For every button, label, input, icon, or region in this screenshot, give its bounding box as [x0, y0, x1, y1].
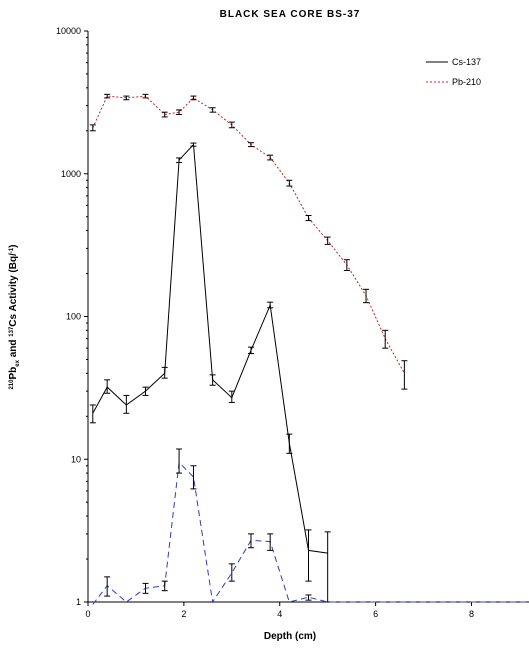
y-tick-label: 10	[71, 454, 81, 464]
series-line	[92, 461, 529, 605]
error-bar	[209, 107, 216, 113]
y-axis-title-part: Cs Activity (Bq/	[8, 253, 19, 327]
error-bar	[382, 329, 389, 349]
series-pb-210	[89, 93, 408, 390]
chart-title: BLACK SEA CORE BS-37	[220, 9, 361, 20]
x-axis-title: Depth (cm)	[264, 631, 316, 642]
error-bar	[401, 360, 408, 390]
y-axis-title: 210Pbex and 137Cs Activity (Bq/-1)	[8, 244, 21, 389]
legend: Cs-137 Pb-210	[426, 57, 481, 87]
error-bar	[190, 95, 197, 101]
error-bar	[343, 259, 350, 272]
series-line	[92, 143, 328, 554]
error-bar	[286, 179, 293, 187]
error-bar	[104, 93, 111, 99]
error-bar	[247, 533, 254, 549]
legend-item: Cs-137	[426, 57, 481, 67]
error-bar	[89, 404, 96, 424]
error-bar	[190, 465, 197, 490]
legend-item: Pb-210	[426, 77, 481, 87]
y-axis-title-part: and	[8, 337, 19, 360]
error-bar	[123, 95, 130, 101]
error-bar	[104, 576, 111, 597]
y-tick-label: 1000	[61, 169, 81, 179]
error-bar	[161, 580, 168, 592]
error-bar	[286, 433, 293, 454]
error-bar	[161, 366, 168, 379]
series-layer	[89, 93, 529, 605]
y-tick-label: 1	[76, 597, 81, 607]
error-bar	[176, 109, 183, 116]
error-bar	[142, 386, 149, 396]
error-bar	[123, 394, 130, 414]
error-bar	[228, 390, 235, 403]
series-line	[92, 95, 405, 374]
error-bar	[209, 374, 216, 386]
legend-label: Cs-137	[452, 57, 481, 67]
error-bar	[176, 448, 183, 474]
x-tick-label: 4	[277, 609, 282, 619]
error-bar	[324, 531, 331, 603]
y-axis-title-part: Pb	[8, 367, 19, 380]
x-tick-label: 0	[85, 609, 90, 619]
error-bar	[267, 301, 274, 309]
error-bar	[161, 111, 168, 118]
error-bar	[190, 142, 197, 147]
y-tick-label: 100	[66, 312, 81, 322]
error-bar	[89, 124, 96, 132]
error-bar	[305, 214, 312, 222]
error-bar	[104, 379, 111, 394]
axes: 0 2 4 6 8 1 10 100 1000 10000	[56, 26, 529, 619]
y-axis-title-part: 137	[9, 326, 15, 337]
legend-label: Pb-210	[452, 77, 481, 87]
x-tick-label: 8	[469, 609, 474, 619]
series-unlabeled	[92, 448, 529, 605]
error-bar	[228, 563, 235, 582]
error-bar	[228, 121, 235, 129]
error-bar	[176, 157, 183, 163]
x-tick-label: 6	[373, 609, 378, 619]
error-bar	[267, 154, 274, 161]
y-axis-title-part: 210	[9, 379, 15, 390]
y-axis-title-part: ex	[15, 359, 21, 366]
error-bar	[247, 346, 254, 355]
error-bar	[305, 529, 312, 582]
y-tick-label: 10000	[56, 26, 81, 36]
error-bar	[142, 93, 149, 99]
error-bar	[363, 288, 370, 304]
error-bar	[267, 533, 274, 551]
error-bar	[324, 236, 331, 245]
series-cs-137	[89, 142, 331, 603]
error-bar	[247, 142, 254, 148]
y-axis-title-part: )	[8, 244, 19, 247]
x-tick-label: 2	[181, 609, 186, 619]
error-bar	[142, 582, 149, 594]
error-bar	[305, 594, 312, 601]
y-axis-title-part: -1	[9, 247, 15, 253]
